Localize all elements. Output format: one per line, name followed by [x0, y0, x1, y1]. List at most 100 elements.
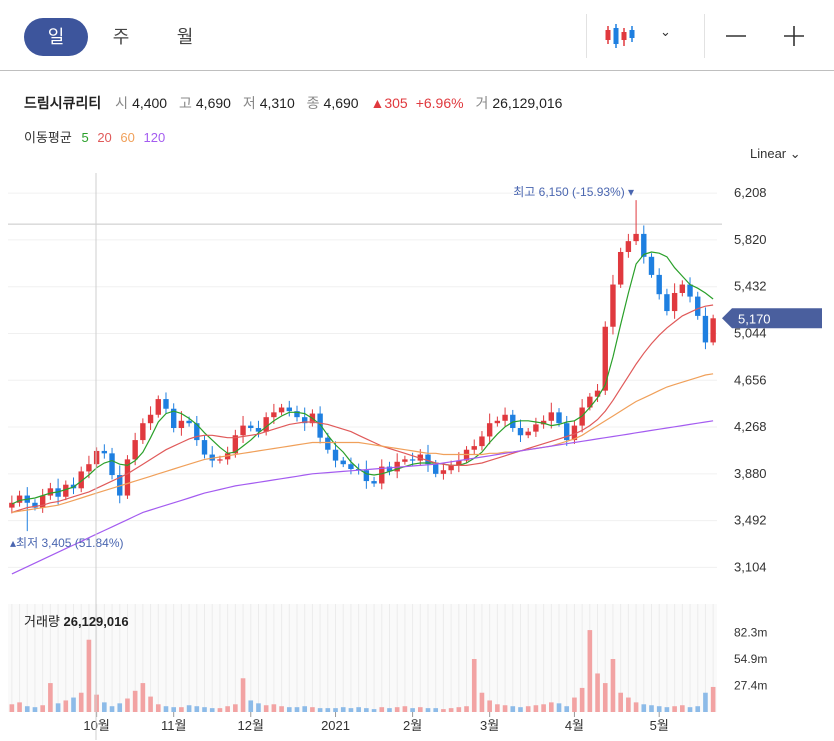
period-tab-week[interactable]: 주	[112, 27, 130, 47]
plus-icon[interactable]	[780, 22, 808, 50]
volume-bar	[24, 706, 30, 712]
candle-body	[610, 284, 616, 327]
candle-body	[679, 284, 686, 293]
volume-bar	[32, 707, 38, 712]
stock-info-line: 드림시큐리티 시 4,400 고 4,690 저 4,310 종 4,690 ▲305 +…	[24, 93, 570, 113]
volume-bar	[394, 707, 400, 712]
candle-body	[325, 437, 331, 450]
volume-bar	[186, 705, 192, 712]
volume-bar	[356, 707, 361, 712]
candle-body	[648, 256, 655, 275]
candle-body	[248, 425, 254, 429]
volume-tick-label: 54.9m	[734, 652, 767, 666]
volume-bar	[364, 708, 369, 712]
y-tick-label: 3,492	[734, 513, 767, 528]
volume-bar	[9, 704, 15, 712]
candle-body	[440, 470, 447, 474]
open-value: 4,400	[132, 95, 168, 111]
low-annotation: ▴최저 3,405 (51.84%)	[10, 536, 124, 550]
candle-body	[702, 315, 709, 343]
candle-body	[594, 390, 601, 397]
candle-body	[602, 326, 608, 391]
candle-body	[32, 502, 38, 508]
volume-bar	[525, 706, 531, 712]
moving-average-legend: 이동평균 5 20 60 120	[24, 127, 170, 146]
candle-body	[194, 423, 200, 441]
ma-20-line	[11, 304, 714, 513]
candle-body	[409, 459, 416, 461]
candle-body	[263, 417, 269, 432]
volume-bar	[94, 694, 99, 712]
ma-60-legend: 60	[120, 130, 135, 145]
candle-body	[101, 450, 108, 454]
candle-body	[710, 318, 716, 343]
minus-icon[interactable]	[722, 22, 750, 50]
period-tab-day[interactable]: 일	[24, 18, 88, 56]
chevron-down-icon[interactable]: ⌄	[660, 24, 671, 39]
candle-body	[486, 423, 493, 437]
candle-body	[302, 417, 308, 424]
candle-body	[617, 251, 624, 285]
candle-body	[47, 488, 54, 496]
ma-20-legend: 20	[97, 130, 112, 145]
candle-body	[232, 435, 239, 454]
candle-body	[271, 412, 277, 418]
candle-body	[371, 481, 377, 484]
candle-body	[340, 460, 346, 465]
candle-body	[294, 411, 300, 418]
volume-bar	[602, 683, 608, 712]
volume-bar	[225, 706, 230, 712]
candle-body	[641, 233, 647, 257]
volume-bar	[286, 707, 292, 712]
candle-body	[471, 446, 477, 450]
volume-bar	[256, 703, 261, 712]
volume-bar	[48, 683, 53, 712]
y-tick-label: 6,208	[734, 185, 767, 200]
candle-body	[448, 465, 454, 471]
y-tick-label: 5,432	[734, 279, 767, 294]
volume-bar	[495, 704, 500, 712]
candle-body	[9, 502, 15, 508]
volume-bar	[194, 706, 200, 712]
candle-body	[163, 399, 169, 409]
volume-bar	[564, 706, 570, 712]
scale-mode-select[interactable]: Linear ⌄	[750, 146, 801, 162]
volume-bar	[171, 707, 177, 712]
volume-bar	[263, 705, 269, 712]
volume-bar	[456, 707, 462, 712]
ma-120-line	[11, 420, 714, 575]
candle-body	[425, 454, 431, 465]
volume-bar	[533, 705, 539, 712]
candle-body	[147, 414, 154, 424]
volume-tick-label: 82.3m	[734, 626, 767, 640]
volume-bar	[279, 706, 284, 712]
candle-body	[286, 407, 292, 412]
candle-body	[556, 412, 562, 424]
volume-bar	[310, 707, 315, 712]
candlestick-chart-icon[interactable]	[604, 22, 638, 50]
volume-bar	[294, 707, 300, 712]
volume-bar	[271, 704, 277, 712]
candle-body	[517, 428, 524, 436]
volume-bar	[78, 692, 84, 712]
candle-body	[695, 296, 701, 316]
candle-body	[402, 459, 408, 462]
volume-bar	[117, 703, 123, 712]
y-tick-label: 5,820	[734, 232, 767, 247]
moving-average-label: 이동평균	[24, 130, 72, 145]
volume-bar	[649, 705, 654, 712]
open-label: 시	[115, 95, 129, 111]
candle-body	[379, 466, 385, 484]
volume-bar	[132, 690, 138, 712]
volume-bar	[163, 706, 169, 712]
x-tick-label: 10월	[83, 718, 109, 733]
candle-body	[132, 440, 138, 460]
close-value: 4,690	[323, 95, 359, 111]
candle-body	[625, 241, 632, 252]
y-tick-label: 3,104	[734, 559, 767, 574]
volume-bar	[240, 678, 246, 712]
volume-bar	[40, 705, 45, 712]
volume-bar	[433, 708, 439, 712]
period-tab-month[interactable]: 월	[176, 27, 194, 47]
volume-bar	[687, 707, 693, 712]
